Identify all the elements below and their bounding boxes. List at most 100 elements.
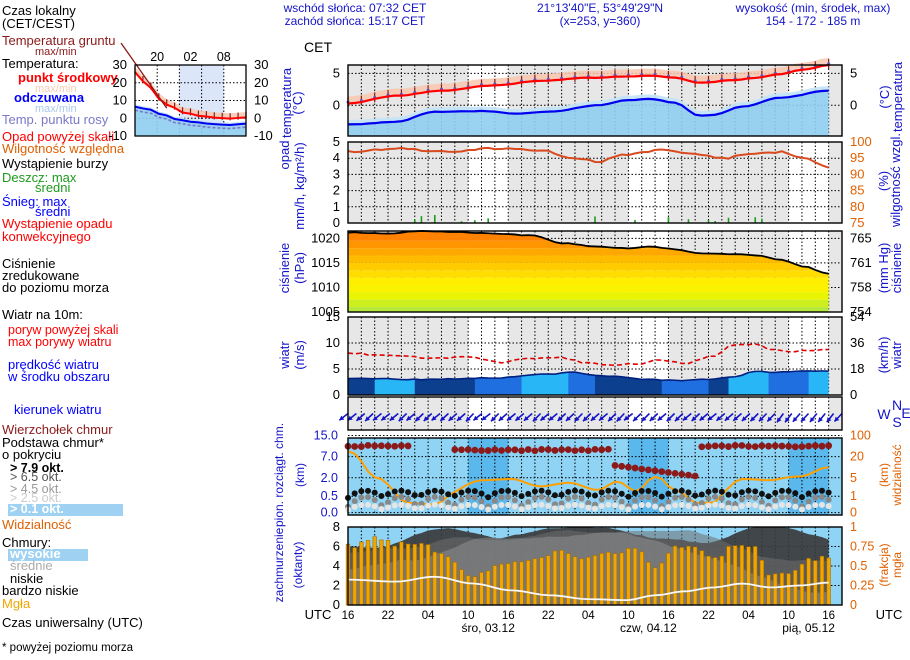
svg-text:W: W (877, 406, 891, 422)
svg-text:4: 4 (333, 558, 340, 573)
svg-text:w środku obszaru: w środku obszaru (7, 369, 110, 384)
svg-text:Mgła: Mgła (2, 596, 31, 611)
svg-text:21°13'40"E, 53°49'29"N: 21°13'40"E, 53°49'29"N (537, 1, 663, 15)
svg-text:80: 80 (850, 199, 864, 214)
svg-text:o pokryciu: o pokryciu (2, 447, 61, 462)
svg-text:1020: 1020 (311, 230, 340, 245)
svg-text:5: 5 (850, 65, 857, 80)
svg-text:Wilgotność względna: Wilgotność względna (2, 141, 125, 156)
svg-text:pią, 05.12: pią, 05.12 (782, 621, 835, 635)
svg-text:0: 0 (120, 110, 127, 125)
svg-text:10: 10 (326, 335, 340, 350)
svg-text:0.5: 0.5 (321, 489, 338, 503)
svg-text:04: 04 (742, 610, 755, 622)
svg-text:15: 15 (326, 309, 340, 324)
svg-text:0: 0 (850, 598, 857, 612)
svg-text:10: 10 (254, 93, 268, 108)
svg-text:04: 04 (422, 610, 435, 622)
svg-text:(CET/CEST): (CET/CEST) (2, 16, 75, 31)
svg-text:pion. rozciągt. chm.: pion. rozciągt. chm. (272, 423, 286, 527)
svg-text:(oktanty): (oktanty) (291, 542, 305, 589)
svg-text:1015: 1015 (311, 255, 340, 270)
svg-text:8: 8 (333, 519, 340, 534)
svg-text:UTC: UTC (876, 607, 903, 622)
svg-text:opad: opad (277, 141, 292, 170)
svg-text:ciśnienie: ciśnienie (889, 243, 904, 294)
svg-text:wilgotność wzgl.: wilgotność wzgl. (888, 133, 903, 228)
svg-text:(x=253, y=360): (x=253, y=360) (560, 14, 641, 28)
svg-text:zachmurzenie: zachmurzenie (272, 527, 286, 602)
svg-text:16: 16 (342, 610, 355, 622)
svg-text:20: 20 (150, 50, 164, 64)
svg-text:(frakcja): (frakcja) (877, 543, 891, 586)
svg-text:20: 20 (850, 450, 864, 464)
svg-text:54: 54 (850, 309, 864, 324)
svg-text:0.5: 0.5 (850, 559, 867, 573)
svg-text:3: 3 (333, 166, 340, 181)
svg-text:1: 1 (850, 520, 857, 534)
svg-text:36: 36 (850, 335, 864, 350)
svg-text:08: 08 (217, 50, 231, 64)
svg-text:0: 0 (850, 506, 857, 520)
svg-text:100: 100 (850, 134, 872, 149)
svg-text:konwekcyjnego: konwekcyjnego (2, 229, 91, 244)
svg-text:85: 85 (850, 183, 864, 198)
svg-text:wiatr: wiatr (277, 341, 292, 370)
svg-text:761: 761 (850, 255, 872, 270)
svg-text:0: 0 (333, 387, 340, 402)
svg-text:0: 0 (850, 387, 857, 402)
svg-text:15.0: 15.0 (314, 429, 338, 443)
svg-text:20: 20 (113, 75, 127, 90)
svg-text:wiatr: wiatr (889, 341, 904, 370)
svg-text:średni: średni (35, 180, 71, 195)
svg-text:-10: -10 (254, 128, 273, 143)
svg-text:0.25: 0.25 (850, 579, 874, 593)
svg-text:2.0: 2.0 (321, 471, 338, 485)
svg-text:2: 2 (333, 578, 340, 593)
svg-text:7.0: 7.0 (321, 450, 338, 464)
svg-text:0: 0 (850, 97, 857, 112)
svg-text:6: 6 (333, 539, 340, 554)
svg-text:(km): (km) (293, 463, 307, 487)
svg-text:Czas uniwersalny (UTC): Czas uniwersalny (UTC) (2, 615, 143, 630)
svg-text:(°C): (°C) (290, 91, 305, 114)
svg-text:2: 2 (333, 183, 340, 198)
svg-text:(km): (km) (877, 463, 891, 487)
svg-text:4: 4 (333, 150, 340, 165)
svg-text:5: 5 (333, 65, 340, 80)
svg-text:Wiatr na 10m:: Wiatr na 10m: (2, 307, 83, 322)
svg-text:wschód słońca: 07:32 CET: wschód słońca: 07:32 CET (283, 1, 427, 15)
svg-text:5: 5 (333, 134, 340, 149)
svg-text:temperatura: temperatura (890, 61, 905, 132)
svg-text:widzialność: widzialność (890, 444, 904, 506)
svg-text:* powyżej poziomu morza: * powyżej poziomu morza (2, 642, 134, 654)
svg-text:30: 30 (113, 57, 127, 72)
svg-text:(hPa): (hPa) (292, 252, 307, 284)
svg-text:765: 765 (850, 230, 872, 245)
svg-text:0: 0 (333, 215, 340, 230)
svg-text:1: 1 (333, 199, 340, 214)
svg-text:E: E (901, 405, 910, 421)
svg-text:5: 5 (850, 471, 857, 485)
svg-text:Temp. punktu rosy: Temp. punktu rosy (2, 112, 109, 127)
svg-text:0.0: 0.0 (321, 506, 338, 520)
svg-text:Widzialność: Widzialność (2, 517, 72, 532)
svg-text:czw, 04.12: czw, 04.12 (620, 621, 677, 635)
svg-text:kierunek wiatru: kierunek wiatru (14, 402, 101, 417)
svg-text:0.75: 0.75 (850, 540, 874, 554)
svg-text:śro, 03.12: śro, 03.12 (462, 621, 516, 635)
svg-text:0: 0 (333, 97, 340, 112)
svg-text:-10: -10 (108, 128, 127, 143)
svg-text:zachód słońca: 15:17 CET: zachód słońca: 15:17 CET (285, 14, 426, 28)
svg-text:Temperatura:: Temperatura: (2, 56, 79, 71)
svg-text:S: S (892, 414, 901, 430)
svg-text:5: 5 (333, 361, 340, 376)
svg-text:Wystąpienie burzy: Wystąpienie burzy (2, 156, 109, 171)
svg-text:ciśnienie: ciśnienie (277, 243, 292, 294)
svg-text:04: 04 (582, 610, 595, 622)
svg-text:75: 75 (850, 215, 864, 230)
svg-text:100: 100 (850, 429, 871, 443)
svg-text:wysokość (min, środek, max): wysokość (min, środek, max) (735, 1, 891, 15)
svg-text:22: 22 (702, 610, 715, 622)
svg-text:0: 0 (254, 110, 261, 125)
